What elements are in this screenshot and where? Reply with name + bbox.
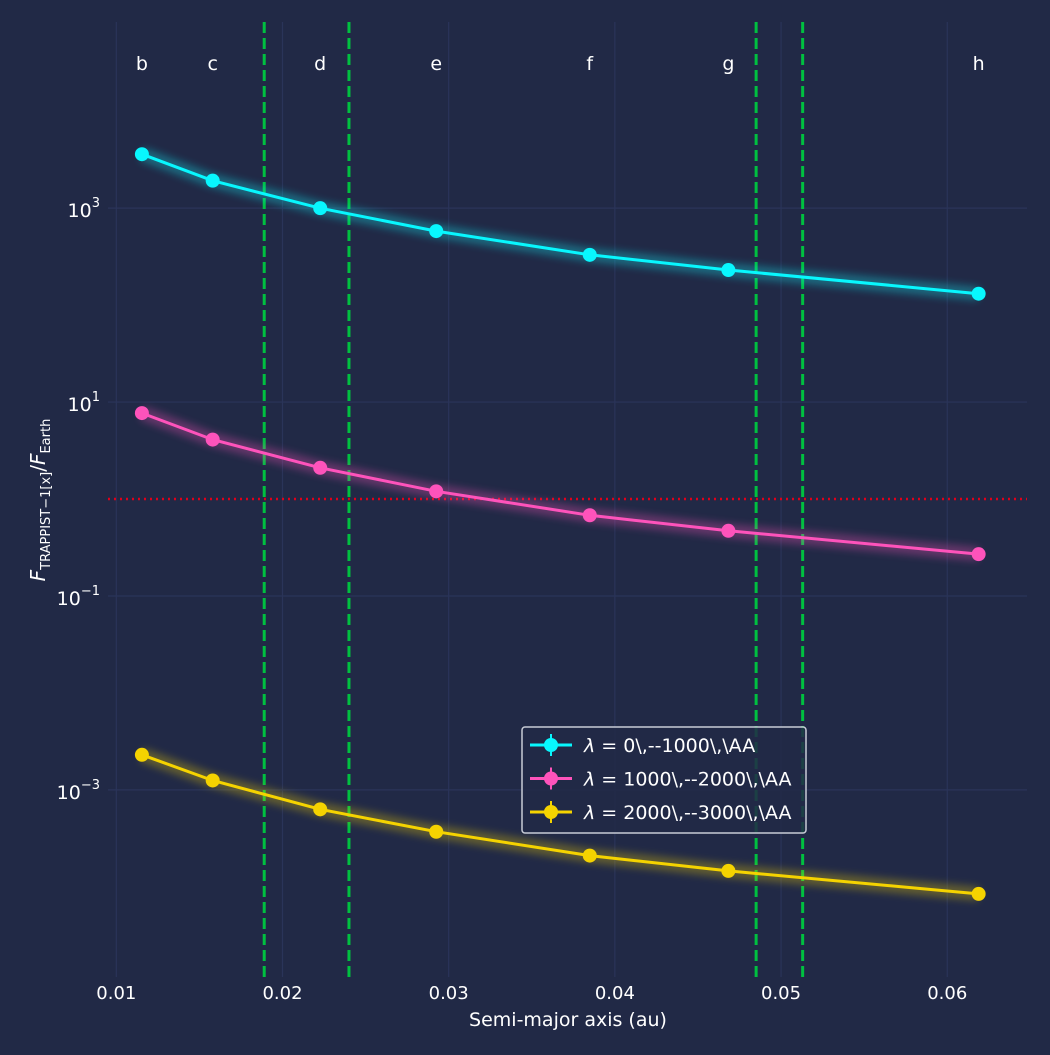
planet-label-f: f [586, 53, 594, 75]
data-point-0-h [971, 286, 986, 301]
data-point-1-e [429, 484, 444, 499]
x-axis: 0.01 0.02 0.03 0.04 0.05 0.06 [96, 983, 967, 1004]
data-point-1-h [971, 547, 986, 562]
y-tick-label: 103 [68, 196, 100, 222]
data-point-0-g [721, 263, 736, 278]
planet-label-e: e [430, 53, 442, 75]
planet-label-h: h [973, 53, 985, 75]
series-group [134, 147, 986, 901]
data-point-0-f [582, 247, 597, 262]
y-tick-label: 101 [68, 390, 100, 416]
data-point-0-c [205, 173, 220, 188]
planet-label-d: d [314, 53, 326, 75]
x-tick-label: 0.04 [595, 983, 635, 1004]
data-point-0-b [134, 147, 149, 162]
y-label-base: F [26, 569, 50, 581]
data-point-0-d [313, 201, 328, 216]
data-point-2-c [205, 773, 220, 788]
data-point-0-e [429, 224, 444, 239]
y-tick-label: 10−1 [57, 584, 100, 610]
x-axis-label: Semi-major axis (au) [469, 1009, 667, 1031]
y-axis-label: FTRAPPIST−1[x]/FEarth [26, 419, 54, 582]
data-point-1-b [134, 406, 149, 421]
x-tick-label: 0.01 [96, 983, 136, 1004]
x-tick-label: 0.05 [761, 983, 801, 1004]
planet-label-c: c [207, 53, 217, 75]
y-label-slash: / [26, 465, 50, 472]
planet-label-g: g [722, 53, 734, 75]
planet-label-b: b [136, 53, 148, 75]
legend-label-1: λ = 1000\,--2000\,\AA [583, 769, 791, 791]
y-label-sub: TRAPPIST−1[x] [39, 472, 54, 571]
legend: λ = 0\,--1000\,\AA λ = 1000\,--2000\,\AA λ… [521, 726, 807, 834]
data-point-2-f [582, 848, 597, 863]
data-point-1-f [582, 508, 597, 523]
y-label-sub2: Earth [39, 419, 54, 454]
legend-label-2: λ = 2000\,--3000\,\AA [583, 802, 791, 824]
data-point-1-c [205, 432, 220, 447]
data-point-1-g [721, 523, 736, 538]
data-point-2-g [721, 863, 736, 878]
x-tick-label: 0.03 [429, 983, 469, 1004]
legend-label-0: λ = 0\,--1000\,\AA [583, 735, 755, 757]
data-point-1-d [313, 460, 328, 475]
legend-box [521, 726, 807, 834]
data-point-2-h [971, 886, 986, 901]
y-tick-label: 10−3 [57, 778, 100, 804]
data-point-2-b [134, 747, 149, 762]
data-point-2-e [429, 824, 444, 839]
data-point-2-d [313, 802, 328, 817]
x-tick-label: 0.06 [927, 983, 967, 1004]
x-tick-label: 0.02 [262, 983, 302, 1004]
y-axis: 103 101 10−1 10−3 [57, 196, 100, 804]
y-label-base2: F [26, 453, 50, 465]
planet-labels: b c d e f g h [136, 53, 985, 75]
